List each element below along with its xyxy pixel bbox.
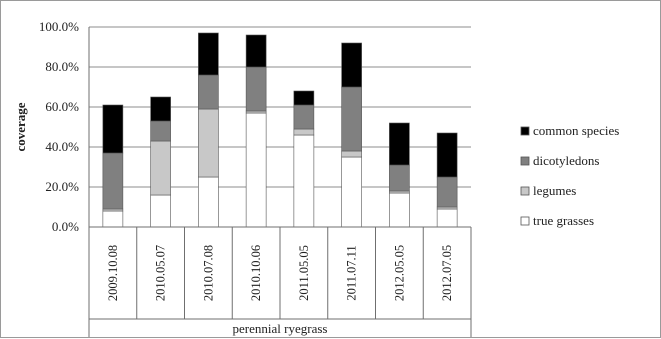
- bar-segment: [293, 104, 315, 130]
- legend-label: true grasses: [533, 213, 594, 228]
- bar-segment: [150, 194, 171, 228]
- category-label: 2010.07.08: [201, 245, 215, 301]
- category-label: 2010.10.06: [249, 245, 263, 301]
- y-tick-label: 60.0%: [45, 99, 79, 114]
- bar-segment: [436, 132, 458, 178]
- bar-segment: [436, 208, 458, 228]
- y-tick-label: 80.0%: [45, 59, 79, 74]
- category-label: 2012.07.05: [440, 245, 454, 301]
- bar-segment: [436, 176, 458, 208]
- y-tick-label: 0.0%: [52, 219, 79, 234]
- category-label: 2010.05.07: [154, 245, 168, 301]
- bar-segment: [389, 164, 410, 192]
- category-label: 2011.05.05: [297, 245, 311, 301]
- legend-label: legumes: [533, 183, 576, 198]
- legend-label: dicotyledons: [533, 153, 599, 168]
- bar-segment: [436, 206, 458, 210]
- bar-segment: [293, 128, 315, 136]
- gridlines: [89, 26, 471, 188]
- y-tick-label: 40.0%: [45, 139, 79, 154]
- bar-segment: [341, 86, 362, 152]
- legend-label: common species: [533, 123, 619, 138]
- bar-segment: [245, 34, 267, 68]
- y-axis-label: coverage: [13, 102, 28, 151]
- legend-swatch: [520, 216, 530, 226]
- legend-swatch: [520, 156, 530, 166]
- bar-segment: [245, 112, 267, 228]
- group-label: perennial ryegrass: [233, 321, 328, 336]
- bar-segment: [150, 140, 171, 196]
- category-label: 2011.07.11: [345, 245, 359, 300]
- bar-segment: [341, 156, 362, 228]
- bar-segment: [102, 152, 124, 210]
- bars: [102, 32, 458, 228]
- bar-segment: [198, 74, 219, 110]
- category-label: 2012.05.05: [392, 245, 406, 301]
- bar-segment: [198, 32, 219, 76]
- legend-swatch: [520, 126, 530, 136]
- y-tick-label: 20.0%: [45, 179, 79, 194]
- category-label: 2009.10.08: [106, 245, 120, 301]
- bar-segment: [198, 176, 219, 228]
- bar-segment: [102, 210, 124, 228]
- bar-segment: [102, 208, 124, 212]
- bar-segment: [245, 110, 267, 114]
- bar-segment: [102, 104, 124, 154]
- bar-segment: [389, 192, 410, 228]
- bar-segment: [389, 122, 410, 166]
- bar-segment: [150, 96, 171, 122]
- bar-segment: [293, 90, 315, 106]
- bar-segment: [198, 108, 219, 178]
- bar-segment: [245, 66, 267, 112]
- bar-segment: [150, 120, 171, 142]
- legend: common species dicotyledons legumes true gr…: [520, 123, 619, 228]
- y-tick-labels: 0.0% 20.0% 40.0% 60.0% 80.0% 100.0%: [39, 19, 79, 234]
- bar-segment: [341, 42, 362, 88]
- bar-segment: [293, 134, 315, 228]
- bar-segment: [341, 150, 362, 158]
- category-labels: 2009.10.08 2010.05.07 2010.07.08 2010.10.06…: [106, 245, 454, 301]
- legend-swatch: [520, 186, 530, 196]
- axes: [88, 27, 472, 337]
- y-tick-label: 100.0%: [39, 19, 79, 34]
- bar-segment: [389, 190, 410, 194]
